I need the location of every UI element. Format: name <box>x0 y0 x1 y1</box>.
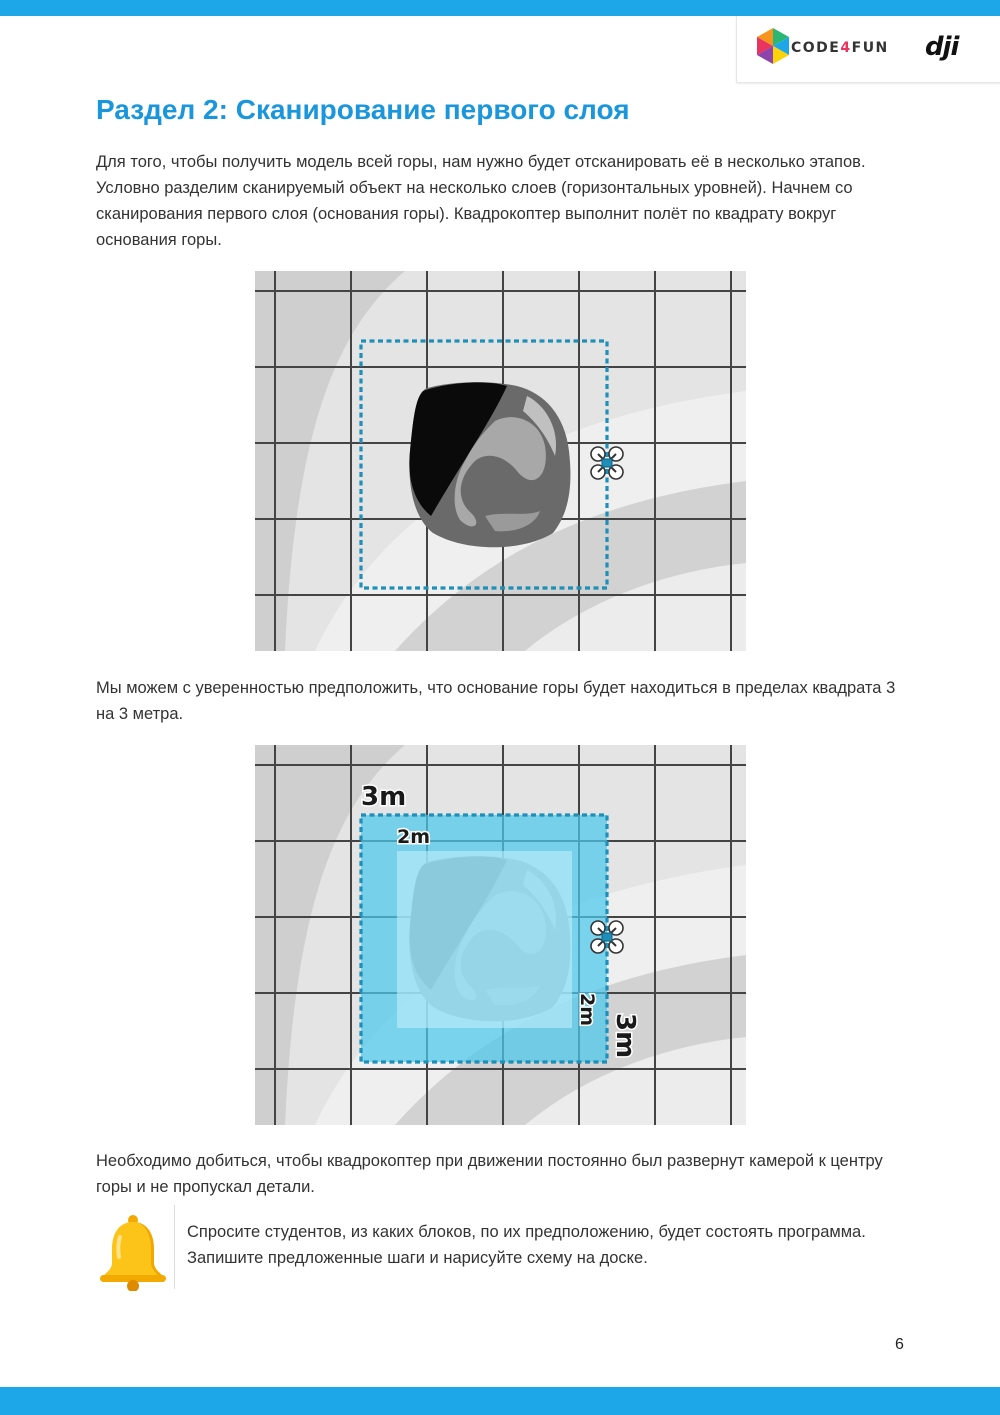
dji-logo: dji <box>925 32 959 62</box>
note-icon-cell <box>96 1205 175 1291</box>
scan-area-diagram: 3m 2m 2m 3m <box>255 745 746 1125</box>
code4fun-logo: CODE4FUN <box>791 40 889 56</box>
header-logos: CODE4FUN dji <box>736 16 1000 83</box>
section-title: Раздел 2: Сканирование первого слоя <box>96 94 630 125</box>
code4fun-cube-icon <box>757 28 789 64</box>
top-accent-bar <box>0 0 1000 16</box>
inner-side-label: 2m <box>576 993 598 1026</box>
flight-path-diagram <box>255 271 746 651</box>
teacher-note: Спросите студентов, из каких блоков, по … <box>187 1223 866 1267</box>
page-number: 6 <box>895 1336 904 1353</box>
camera-paragraph: Необходимо добиться, чтобы квадрокоптер … <box>96 1152 883 1196</box>
square-paragraph: Мы можем с уверенностью предположить, чт… <box>96 679 896 723</box>
inner-scan-area <box>397 851 572 1028</box>
outer-side-label: 3m <box>610 1013 640 1058</box>
intro-paragraph: Для того, чтобы получить модель всей гор… <box>96 153 866 249</box>
inner-top-label: 2m <box>397 826 430 848</box>
bottom-accent-bar <box>0 1387 1000 1415</box>
outer-top-label: 3m <box>361 782 406 812</box>
bell-icon <box>100 1215 166 1291</box>
